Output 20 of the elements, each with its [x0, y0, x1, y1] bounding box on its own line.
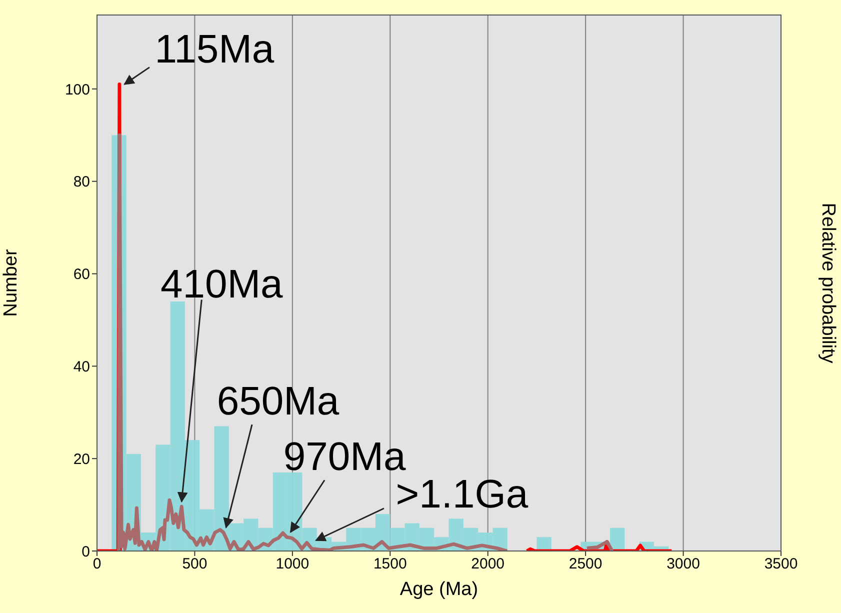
x-tick-label: 3000 [666, 556, 700, 573]
annotation: 115Ma [154, 27, 275, 72]
x-tick-label: 1500 [373, 556, 407, 573]
x-tick-label: 0 [92, 556, 102, 573]
y-tick-label: 40 [73, 358, 90, 376]
y-tick-label: 60 [73, 266, 90, 284]
x-tick-label: 500 [182, 556, 208, 573]
x-tick-label: 1000 [276, 556, 310, 573]
y-axis-title: Number [0, 248, 22, 317]
y-tick-label: 100 [64, 81, 90, 98]
annotation: 650Ma [216, 380, 340, 424]
annotation: 410Ma [160, 262, 284, 307]
x-tick-label: 2000 [471, 556, 505, 573]
y2-axis-title: Relative probability [817, 202, 838, 364]
x-tick-label: 2500 [568, 556, 602, 573]
y-tick-label: 0 [82, 543, 90, 560]
y-tick-label: 80 [73, 174, 90, 191]
y-tick-label: 20 [73, 450, 90, 468]
x-tick-label: 3500 [764, 556, 798, 573]
x-axis-title: Age (Ma) [400, 579, 478, 600]
